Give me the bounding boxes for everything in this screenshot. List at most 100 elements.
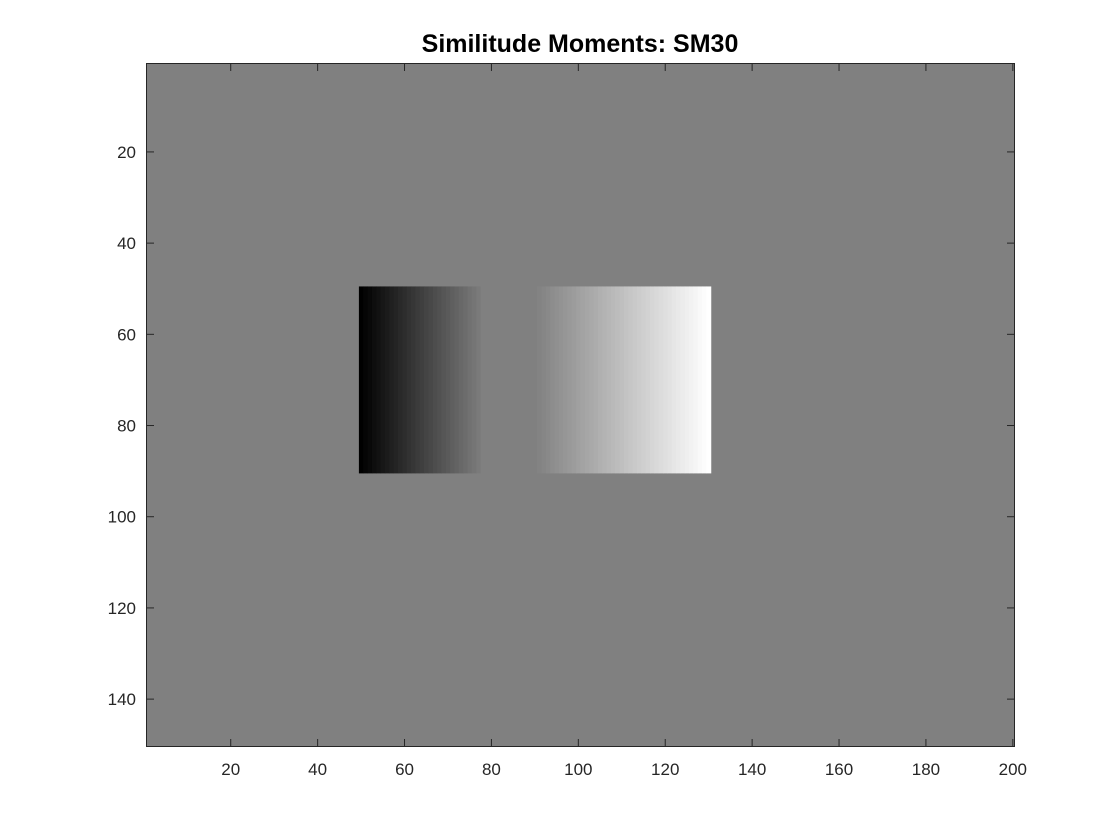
right-gradient-column: [567, 286, 573, 474]
middle-gap-column: [480, 286, 486, 474]
left-gradient-column: [376, 286, 382, 474]
x-tick-label: 20: [221, 760, 240, 779]
left-gradient-column: [384, 286, 390, 474]
left-gradient-column: [458, 286, 464, 474]
y-tick-label: 100: [108, 508, 136, 527]
right-gradient-column: [632, 286, 638, 474]
right-gradient-column: [684, 286, 690, 474]
x-tick-label: 100: [564, 760, 592, 779]
right-gradient-column: [628, 286, 634, 474]
middle-gap-column: [489, 286, 494, 474]
axis-ticks: [146, 63, 1015, 747]
y-tick-label: 120: [108, 599, 136, 618]
middle-gap-column: [510, 286, 516, 474]
right-gradient-column: [554, 286, 560, 474]
middle-gap-column: [532, 286, 538, 474]
right-gradient-column: [697, 286, 703, 474]
right-gradient-column: [671, 286, 677, 474]
right-gradient-column: [545, 286, 551, 474]
image-regions: [358, 286, 712, 474]
right-gradient-column: [589, 286, 594, 474]
right-gradient-column: [650, 286, 655, 474]
left-gradient-column: [476, 286, 481, 474]
right-gradient-column: [584, 286, 590, 474]
left-gradient-column: [393, 286, 399, 474]
y-tick-label: 20: [117, 143, 136, 162]
left-gradient-column: [363, 286, 368, 474]
left-gradient-column: [437, 286, 442, 474]
right-gradient-column: [610, 286, 616, 474]
middle-gap-column: [497, 286, 503, 474]
x-tick-label: 140: [738, 760, 766, 779]
middle-gap-column: [484, 286, 490, 474]
middle-gap-column: [519, 286, 525, 474]
left-gradient-column: [398, 286, 403, 474]
chart-title: Similitude Moments: SM30: [422, 30, 739, 58]
left-gradient-column: [445, 286, 451, 474]
x-tick-label: 120: [651, 760, 679, 779]
middle-gap-column: [528, 286, 534, 474]
right-gradient-column: [693, 286, 699, 474]
left-gradient-column: [367, 286, 373, 474]
x-tick-label: 60: [395, 760, 414, 779]
y-tick-label: 140: [108, 690, 136, 709]
x-tick-label: 160: [825, 760, 853, 779]
right-gradient-column: [580, 286, 586, 474]
left-gradient-column: [380, 286, 386, 474]
left-gradient-column: [402, 286, 408, 474]
left-gradient-column: [441, 286, 447, 474]
left-gradient-column: [428, 286, 434, 474]
left-gradient-column: [389, 286, 395, 474]
middle-gap-column: [506, 286, 512, 474]
right-gradient-column: [689, 286, 694, 474]
right-gradient-column: [537, 286, 542, 474]
right-gradient-column: [558, 286, 564, 474]
right-gradient-column: [615, 286, 621, 474]
y-tick-label: 40: [117, 234, 136, 253]
x-tick-label: 180: [912, 760, 940, 779]
middle-gap-column: [502, 286, 508, 474]
left-gradient-column: [371, 286, 377, 474]
middle-gap-column: [515, 286, 521, 474]
y-tick-label: 60: [117, 325, 136, 344]
right-gradient-column: [654, 286, 660, 474]
right-gradient-column: [606, 286, 612, 474]
left-gradient-column: [406, 286, 412, 474]
axis-tick-labels: 20 40 60 80 100 120 140 160 180 200 20 40 60 80 100 120…: [108, 143, 1027, 779]
right-gradient-column: [597, 286, 603, 474]
x-tick-label: 200: [999, 760, 1027, 779]
left-gradient-column: [450, 286, 455, 474]
y-tick-label: 80: [117, 417, 136, 436]
left-gradient-column: [454, 286, 460, 474]
right-gradient-column: [619, 286, 625, 474]
right-gradient-column: [663, 286, 668, 474]
right-gradient-column: [602, 286, 607, 474]
right-gradient-column: [571, 286, 577, 474]
right-gradient-column: [563, 286, 568, 474]
x-tick-label: 80: [482, 760, 501, 779]
left-gradient-column: [471, 286, 477, 474]
middle-gap-column: [493, 286, 499, 474]
right-gradient-column: [658, 286, 664, 474]
left-gradient-column: [463, 286, 468, 474]
axes-box: [146, 63, 1015, 747]
left-gradient-column: [467, 286, 473, 474]
left-gradient-column: [358, 286, 364, 474]
right-gradient-column: [576, 286, 581, 474]
right-gradient-column: [706, 286, 712, 474]
middle-gap-column: [524, 286, 529, 474]
left-gradient-column: [432, 286, 438, 474]
right-gradient-column: [541, 286, 547, 474]
left-gradient-column: [424, 286, 429, 474]
right-gradient-column: [645, 286, 651, 474]
left-gradient-column: [411, 286, 416, 474]
right-gradient-column: [676, 286, 681, 474]
right-gradient-column: [667, 286, 673, 474]
x-tick-label: 40: [308, 760, 327, 779]
right-gradient-column: [636, 286, 642, 474]
left-gradient-column: [415, 286, 421, 474]
right-gradient-column: [641, 286, 647, 474]
left-gradient-column: [419, 286, 425, 474]
right-gradient-column: [550, 286, 555, 474]
